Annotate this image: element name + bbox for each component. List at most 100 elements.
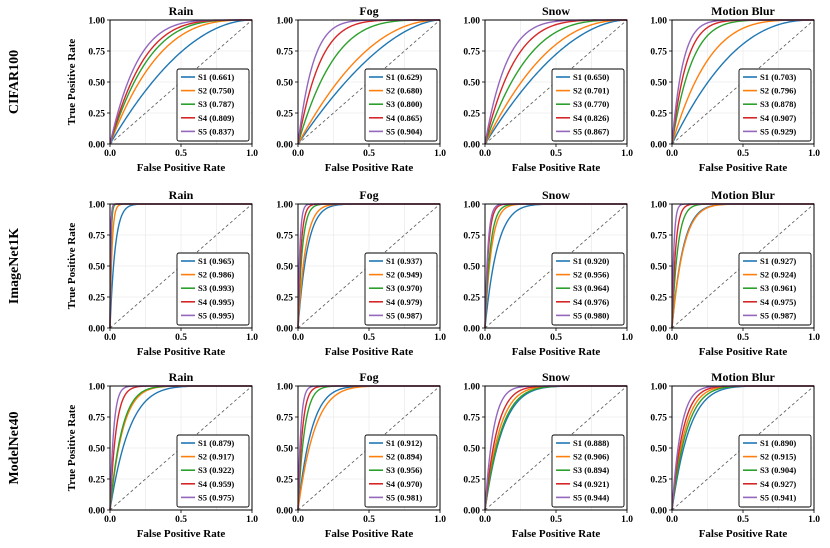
- y-tick-label: 1.00: [88, 200, 105, 210]
- y-tick-label: 0.25: [650, 475, 667, 485]
- legend: S1 (0.937) S2 (0.949) S3 (0.970) S4 (0.979)…: [364, 252, 438, 326]
- y-tick-label: 0.00: [276, 140, 293, 150]
- panel-title: Rain: [169, 370, 194, 384]
- y-tick-label: 0.75: [650, 47, 667, 57]
- y-tick-label: 1.00: [650, 200, 667, 210]
- y-tick-label: 0.00: [276, 506, 293, 516]
- legend: S1 (0.650) S2 (0.701) S3 (0.770) S4 (0.826)…: [551, 68, 625, 142]
- x-tick-label: 0.5: [737, 515, 749, 525]
- legend-entry: S3 (0.770): [573, 99, 609, 109]
- legend-entry: S2 (0.701): [573, 86, 609, 96]
- y-tick-label: 0.75: [463, 231, 480, 241]
- panel-title: Snow: [542, 370, 570, 384]
- legend-entry: S2 (0.906): [573, 452, 609, 462]
- legend-box: [364, 252, 438, 326]
- legend-entry: S5 (0.980): [573, 310, 609, 320]
- x-axis-label: False Positive Rate: [699, 528, 788, 540]
- y-tick-label: 0.50: [88, 78, 105, 88]
- x-tick-label: 0.5: [175, 333, 187, 343]
- legend-entry: S3 (0.961): [760, 283, 796, 293]
- legend-entry: S5 (0.987): [760, 310, 796, 320]
- y-tick-label: 1.00: [463, 382, 480, 392]
- legend-box: [176, 68, 250, 142]
- legend-entry: S1 (0.661): [198, 72, 234, 82]
- legend: S1 (0.703) S2 (0.796) S3 (0.878) S4 (0.907)…: [738, 68, 812, 142]
- x-tick-label: 1.0: [808, 149, 820, 159]
- y-tick-label: 0.25: [650, 293, 667, 303]
- y-tick-label: 0.75: [88, 47, 105, 57]
- legend: S1 (0.879) S2 (0.917) S3 (0.922) S4 (0.959)…: [176, 434, 250, 508]
- legend-entry: S5 (0.867): [573, 126, 609, 136]
- roc-panel: Fog 0.0 0.5 1.0 0.00 0.25 0.50 0.75 1.00 False Po…: [276, 370, 446, 540]
- x-axis-label: False Positive Rate: [137, 528, 226, 540]
- legend-entry: S4 (0.976): [573, 297, 609, 307]
- legend-entry: S4 (0.959): [198, 479, 234, 489]
- legend-entry: S4 (0.995): [198, 297, 234, 307]
- legend: S1 (0.629) S2 (0.680) S3 (0.800) S4 (0.865)…: [364, 68, 438, 142]
- legend-entry: S3 (0.787): [198, 99, 234, 109]
- legend-box: [176, 252, 250, 326]
- y-tick-label: 0.75: [88, 231, 105, 241]
- x-tick-label: 0.5: [737, 333, 749, 343]
- panel-title: Motion Blur: [711, 4, 775, 18]
- x-tick-label: 0.0: [479, 515, 491, 525]
- y-tick-label: 0.00: [463, 506, 480, 516]
- roc-panel: Snow 0.0 0.5 1.0 0.00 0.25 0.50 0.75 1.00 False P…: [463, 188, 633, 358]
- x-axis-label: False Positive Rate: [137, 346, 226, 358]
- roc-panel: Fog 0.0 0.5 1.0 0.00 0.25 0.50 0.75 1.00 False Po…: [276, 4, 446, 174]
- y-tick-label: 0.50: [650, 262, 667, 272]
- y-tick-label: 0.25: [88, 475, 105, 485]
- legend-entry: S4 (0.921): [573, 479, 609, 489]
- roc-panel: Snow 0.0 0.5 1.0 0.00 0.25 0.50 0.75 1.00 False P…: [463, 4, 633, 174]
- x-tick-label: 1.0: [434, 515, 446, 525]
- y-tick-label: 1.00: [88, 16, 105, 26]
- legend-entry: S5 (0.929): [760, 126, 796, 136]
- x-tick-label: 1.0: [621, 515, 633, 525]
- legend-box: [738, 252, 812, 326]
- legend-box: [364, 68, 438, 142]
- legend-entry: S1 (0.650): [573, 72, 609, 82]
- legend-entry: S5 (0.837): [198, 126, 234, 136]
- roc-panel: Fog 0.0 0.5 1.0 0.00 0.25 0.50 0.75 1.00 False Po…: [276, 188, 446, 358]
- legend-box: [176, 434, 250, 508]
- legend-entry: S4 (0.865): [386, 113, 422, 123]
- y-tick-label: 0.25: [88, 293, 105, 303]
- y-tick-label: 0.50: [88, 444, 105, 454]
- legend-entry: S5 (0.995): [198, 310, 234, 320]
- x-tick-label: 0.0: [292, 333, 304, 343]
- legend-entry: S1 (0.927): [760, 256, 796, 266]
- y-tick-label: 0.50: [650, 444, 667, 454]
- y-tick-label: 0.50: [650, 78, 667, 88]
- panel-title: Fog: [359, 370, 378, 384]
- legend: S1 (0.661) S2 (0.750) S3 (0.787) S4 (0.809)…: [176, 68, 250, 142]
- y-tick-label: 0.75: [650, 231, 667, 241]
- panel-title: Fog: [359, 188, 378, 202]
- x-tick-label: 1.0: [808, 333, 820, 343]
- legend-entry: S3 (0.993): [198, 283, 234, 293]
- x-axis-label: False Positive Rate: [325, 346, 414, 358]
- legend-entry: S2 (0.986): [198, 270, 234, 280]
- x-tick-label: 0.5: [737, 149, 749, 159]
- x-tick-label: 0.0: [104, 515, 116, 525]
- y-tick-label: 0.75: [276, 413, 293, 423]
- x-tick-label: 1.0: [246, 149, 258, 159]
- y-tick-label: 0.00: [463, 140, 480, 150]
- legend-entry: S3 (0.894): [573, 465, 609, 475]
- y-tick-label: 0.25: [463, 475, 480, 485]
- legend-entry: S3 (0.904): [760, 465, 796, 475]
- legend-entry: S2 (0.924): [760, 270, 796, 280]
- y-tick-label: 1.00: [276, 200, 293, 210]
- y-tick-label: 0.25: [276, 475, 293, 485]
- x-tick-label: 0.0: [292, 515, 304, 525]
- legend-entry: S3 (0.964): [573, 283, 609, 293]
- y-tick-label: 0.75: [463, 413, 480, 423]
- roc-panel: Snow 0.0 0.5 1.0 0.00 0.25 0.50 0.75 1.00 False P…: [463, 370, 633, 540]
- panel-title: Motion Blur: [711, 370, 775, 384]
- legend-entry: S5 (0.981): [386, 492, 422, 502]
- y-tick-label: 0.50: [463, 78, 480, 88]
- legend-entry: S3 (0.970): [386, 283, 422, 293]
- y-tick-label: 0.50: [276, 262, 293, 272]
- legend-entry: S4 (0.975): [760, 297, 796, 307]
- x-tick-label: 1.0: [621, 333, 633, 343]
- y-tick-label: 0.50: [276, 444, 293, 454]
